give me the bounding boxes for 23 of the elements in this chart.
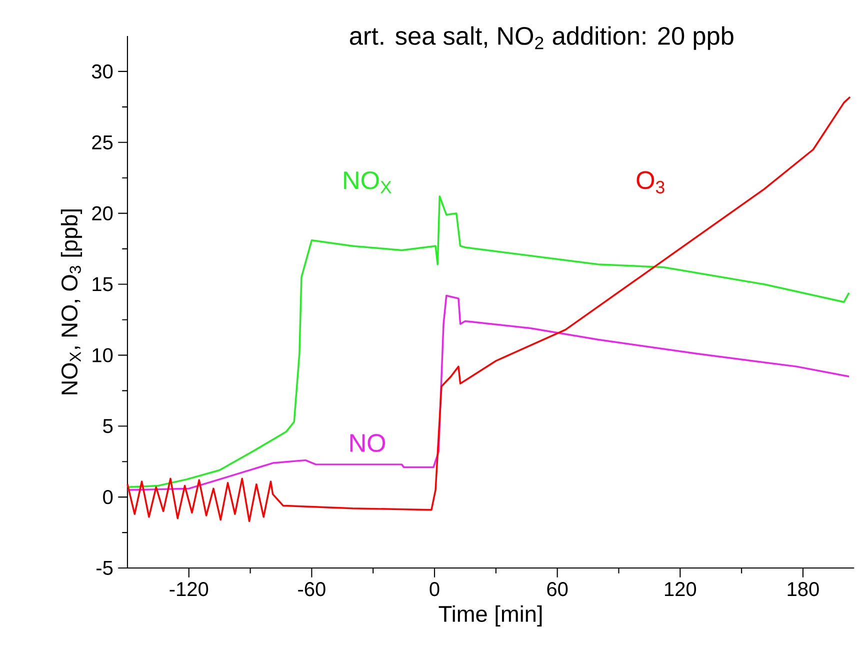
y-tick-label: 30 [92, 64, 113, 79]
x-axis-title: Time [min] [438, 605, 542, 626]
y-tick-label: 15 [92, 277, 113, 292]
text: O$_{3}$ [636, 171, 664, 194]
chart-title: art. sea salt, NO$_{2}$ addition: 20 ppb [350, 26, 734, 50]
line-series [126, 195, 850, 488]
y-tick-label: 5 [103, 419, 113, 434]
x-tick-label: 60 [547, 582, 568, 596]
y-tick-label: 20 [92, 206, 113, 220]
y-tick-label: 0 [103, 490, 113, 504]
x-tick-label: 0 [430, 582, 440, 596]
x-tick-label: 120 [664, 582, 696, 596]
x-tick-label: -60 [298, 582, 326, 596]
line-series [126, 294, 850, 491]
x-tick-label: 180 [788, 582, 819, 596]
x-tick-label: -120 [170, 582, 208, 596]
y-tick-label: -5 [96, 561, 113, 575]
series-label: NO$_{X}$ [344, 171, 392, 194]
y-tick-label: 25 [92, 135, 113, 150]
y-axis-title: NO$_{X}$, NO, O$_{3}$ [ppb] [60, 209, 82, 394]
series-label: NO [350, 434, 386, 452]
line-series [126, 96, 851, 522]
y-tick-label: 10 [92, 348, 113, 362]
